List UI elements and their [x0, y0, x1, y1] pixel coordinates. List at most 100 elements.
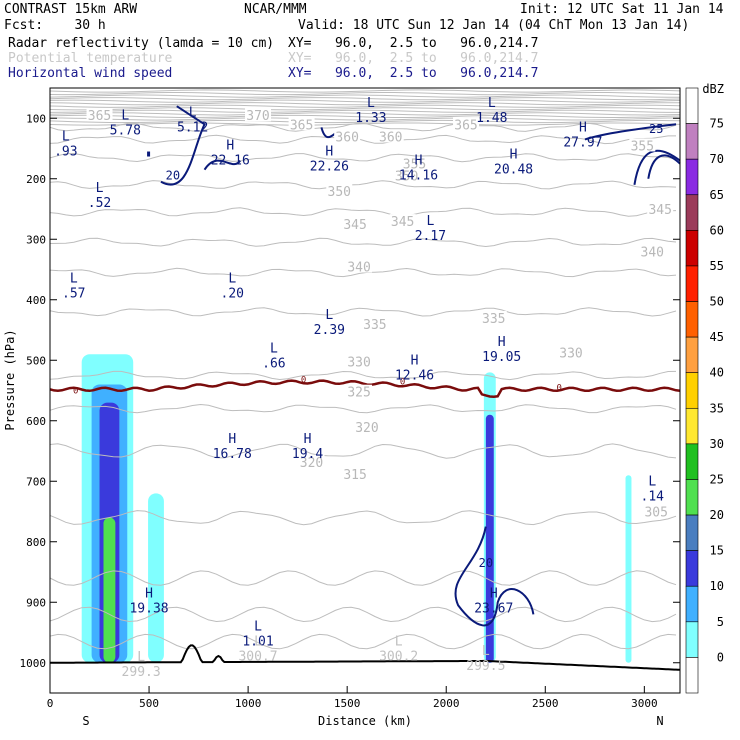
wind-contour [633, 149, 681, 185]
theta-label-bg [558, 345, 585, 359]
extremum-value: 300.7 [238, 650, 277, 665]
colorbar-level: 5 [717, 615, 724, 629]
theta-label: 335 [363, 318, 386, 333]
theta-contour-355 [49, 152, 677, 163]
theta-band-line [49, 94, 680, 98]
theta-contour-low [49, 570, 677, 586]
theta-label: 315 [343, 468, 366, 483]
colorbar-level: 60 [710, 223, 724, 237]
extremum-value: 23.67 [474, 601, 513, 616]
theta-label-bg [346, 384, 373, 398]
org-label: NCAR/MMM [244, 2, 307, 17]
theta-contour-320 [49, 403, 677, 414]
x-tick-label: 0 [47, 697, 54, 710]
theta-band-line [49, 114, 681, 118]
wind-contour [454, 526, 535, 627]
extremum-type: L [70, 272, 78, 287]
theta-label: 340 [347, 260, 370, 275]
colorbar-swatch [685, 514, 699, 551]
north-label: N [656, 714, 663, 728]
theta-label-bg [361, 316, 388, 330]
theta-contour-365 [49, 122, 677, 132]
theta-contour-330 [49, 307, 677, 317]
extremum-value: 16.78 [213, 447, 252, 462]
theta-label-bg [342, 217, 369, 231]
reflectivity-layer [81, 354, 632, 663]
extremum-value: 14.16 [399, 169, 438, 184]
isotherm-label: 0 [400, 377, 405, 387]
y-tick-label: 400 [26, 294, 46, 307]
colorbar-level: 10 [710, 579, 724, 593]
field2-xy: XY= 96.0, 2.5 to 96.0,214.7 [288, 51, 539, 66]
extremum-type: H [579, 120, 587, 135]
extremum-type: H [415, 154, 423, 169]
wind-dot [147, 151, 151, 157]
theta-label-bg [346, 259, 373, 273]
theta-label: 330 [559, 346, 582, 361]
extremum-value: .93 [54, 145, 77, 160]
field3-xy: XY= 96.0, 2.5 to 96.0,214.7 [288, 66, 539, 81]
theta-band-line [49, 89, 681, 93]
theta-label: 350 [328, 185, 351, 200]
colorbar-swatch [685, 336, 699, 374]
theta-label-bg [393, 168, 420, 182]
theta-label: 355 [631, 139, 654, 154]
colorbar-swatch [685, 479, 699, 516]
theta-label-bg [298, 454, 325, 468]
colorbar-level: 40 [710, 366, 724, 380]
theta-label: 360 [379, 130, 402, 145]
theta-label: 365 [290, 118, 313, 133]
theta-label: 320 [300, 456, 323, 471]
colorbar-level: 50 [710, 295, 724, 309]
extremum-value: 19.4 [292, 447, 323, 462]
valid-time: Valid: 18 UTC Sun 12 Jan 14 (04 ChT Mon … [298, 18, 690, 33]
x-tick-label: 2500 [532, 697, 559, 710]
theta-label-bg [346, 354, 373, 368]
colorbar-level: 70 [710, 152, 724, 166]
extremum-value: 20.48 [494, 163, 533, 178]
wind-contour [203, 159, 242, 171]
theta-label: 335 [482, 312, 505, 327]
forecast-hour: Fcst: 30 h [4, 18, 106, 33]
x-axis-label: Distance (km) [318, 714, 412, 728]
zero-isotherm [49, 379, 681, 399]
plot-frame [49, 87, 681, 694]
theta-contours [49, 89, 681, 650]
colorbar-swatch [685, 621, 699, 658]
extremum-value: 300.2 [379, 650, 418, 665]
theta-band-line [49, 119, 681, 124]
extremum-value: 1.01 [242, 635, 273, 650]
extremum-type: L [228, 272, 236, 287]
theta-label: 345 [343, 218, 366, 233]
extremum-type: L [395, 635, 403, 650]
theta-label-bg [639, 244, 666, 258]
extremum-type: H [411, 353, 419, 368]
wind-contour [647, 154, 681, 179]
theta-label: 360 [335, 130, 358, 145]
extremum-value: 19.38 [129, 601, 168, 616]
x-tick-label: 2000 [433, 697, 460, 710]
theta-label-bg [643, 504, 670, 518]
theta-band-line [49, 117, 681, 121]
y-tick-label: 600 [26, 415, 46, 428]
theta-label-bg [647, 202, 674, 215]
theta-contour-340 [49, 237, 677, 248]
extremum-type: L [270, 341, 278, 356]
theta-label-bg [480, 310, 507, 324]
theta-band-line [49, 112, 681, 116]
y-axis-label: Pressure (hPa) [3, 329, 17, 430]
colorbar-swatch [685, 194, 699, 231]
theta-label-bg [245, 108, 272, 122]
theta-label: 330 [347, 355, 370, 370]
colorbar-swatch [685, 265, 699, 302]
extremum-type: L [189, 105, 197, 120]
theta-label: 370 [246, 109, 269, 124]
extremum-value: 22.16 [211, 154, 250, 169]
south-label: S [82, 714, 89, 728]
extremum-type: H [325, 145, 333, 160]
theta-contour-350 [49, 180, 677, 190]
extremum-type: L [96, 181, 104, 196]
extremum-value: .52 [88, 196, 111, 211]
wind-contour [160, 105, 206, 186]
y-tick-label: 900 [26, 596, 46, 609]
